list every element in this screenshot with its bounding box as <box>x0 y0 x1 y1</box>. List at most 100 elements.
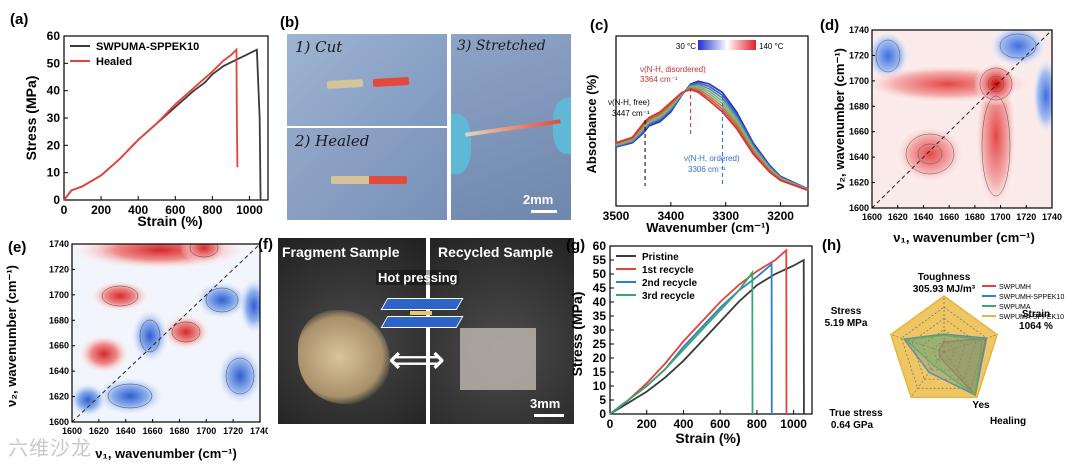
panel-a-label: (a) <box>10 11 28 28</box>
g-legend-label: 1st recycle <box>642 265 694 276</box>
c-frame <box>615 35 809 207</box>
g-ytick-label: 60 <box>593 239 607 253</box>
g-legend-label: 2nd recycle <box>642 278 697 289</box>
a-xtick-label: 800 <box>202 203 222 217</box>
fragment-title: Fragment Sample <box>282 244 400 260</box>
e-ytick-label: 1740 <box>49 239 69 249</box>
panel-c-label: (c) <box>590 17 608 34</box>
panel-h-chart: (h) Toughness 305.93 MJ/m³ Strain 1064 %… <box>822 237 1064 431</box>
colorbar-min: 30 °C <box>676 42 696 51</box>
d-ytick-label: 1660 <box>849 127 869 137</box>
ann-free-value: 3447 cm⁻¹ <box>612 109 650 118</box>
d-ytick-label: 1600 <box>849 203 869 213</box>
h-legend-label: SWPUMH-SPPEK10 <box>999 294 1064 301</box>
a-xtick-label: 600 <box>165 203 185 217</box>
panel-g-label: (g) <box>566 237 585 254</box>
healed-photo: 2) Healed <box>287 128 447 220</box>
d-red-blob <box>894 124 966 184</box>
cut-photo: 1) Cut <box>287 34 447 126</box>
cut-strip-red <box>372 77 410 87</box>
d-red-peak <box>974 62 1018 106</box>
double-arrow-icon: ⟺ <box>388 338 446 382</box>
panel-c-xlabel: Wavenumber (cm⁻¹) <box>646 220 769 234</box>
c-xtick-label: 3300 <box>712 209 739 223</box>
g-xtick-label: 200 <box>637 417 657 431</box>
stretched-strip <box>465 119 561 137</box>
h-series-3 <box>889 295 999 399</box>
recycled-title: Recycled Sample <box>438 244 554 260</box>
stretched-photo: 3) Stretched 2mm <box>451 34 571 220</box>
panel-d-xlabel: ν₁, wavenumber (cm⁻¹) <box>893 230 1035 244</box>
e-ytick-label: 1600 <box>49 417 69 427</box>
axis-stress-max: 5.19 MPa <box>825 318 868 329</box>
h-legend-label: SWPUMA-SPPEK10 <box>999 314 1064 321</box>
e-xtick-label: 1680 <box>169 426 189 436</box>
c-temp-curve-7 <box>615 88 809 192</box>
panel-c-ylabel: Absorbance (%) <box>584 75 599 174</box>
a-legend-label: SWPUMA-SPPEK10 <box>96 41 199 53</box>
axis-toughness-name: Toughness <box>918 272 971 283</box>
g-xtick-label: 1000 <box>780 417 807 431</box>
a-ytick-label: 0 <box>53 193 60 207</box>
e-ytick-label: 1640 <box>49 366 69 376</box>
a-xtick-label: 200 <box>91 203 111 217</box>
axis-stress-name: Stress <box>831 306 862 317</box>
d-xtick-label: 1740 <box>1042 212 1062 222</box>
g-xtick-label: 800 <box>747 417 767 431</box>
ann-ordered-value: 3306 cm⁻¹ <box>688 165 726 174</box>
panel-c-chart: (c) 30 °C 140 °C ν(N-H, disordered) 3364… <box>584 17 809 234</box>
e-xtick-label: 1700 <box>196 426 216 436</box>
axis-healing-max: Yes <box>972 400 990 411</box>
a-legend-label: Healed <box>96 56 132 68</box>
c-temp-curve-6 <box>615 87 809 191</box>
panel-d-chart: (d) 1600 1620 1640 1660 1680 1700 1720 1740 1600… <box>820 17 1062 244</box>
panel-e-ylabel: ν₂, wavenumber (cm⁻¹) <box>4 265 19 407</box>
watermark: 六维沙龙 <box>8 438 92 460</box>
ann-disordered-label: ν(N-H, disordered) <box>640 65 706 74</box>
c-xtick-label: 3500 <box>603 209 630 223</box>
h-legend-label: SWPUMA <box>999 304 1031 311</box>
d-ytick-label: 1640 <box>849 152 869 162</box>
panel-b-label: (b) <box>280 14 300 31</box>
panel-d-label: (d) <box>820 17 839 34</box>
axis-healing-name: Healing <box>990 416 1026 427</box>
colorbar-max: 140 °C <box>759 42 784 51</box>
panel-g-ylabel: Stress (MPa) <box>569 292 585 377</box>
g-xtick-label: 600 <box>710 417 730 431</box>
h-spoke <box>910 351 945 398</box>
e-frame <box>71 243 261 423</box>
h-series-2 <box>904 334 984 397</box>
ann-ordered-label: ν(N-H, ordered) <box>684 154 740 163</box>
healed-strip <box>331 176 407 184</box>
d-ytick-label: 1700 <box>849 76 869 86</box>
d-ytick-label: 1720 <box>849 50 869 60</box>
e-xtick-label: 1600 <box>62 426 82 436</box>
c-xtick-label: 3200 <box>767 209 794 223</box>
scale-label-b: 2mm <box>523 192 554 207</box>
e-xtick-label: 1640 <box>116 426 136 436</box>
d-xtick-label: 1620 <box>888 212 908 222</box>
d-xtick-label: 1700 <box>991 212 1011 222</box>
d-xtick-label: 1640 <box>913 212 933 222</box>
temp-colorbar <box>698 40 756 50</box>
e-ytick-label: 1720 <box>49 264 69 274</box>
a-ytick-label: 60 <box>47 29 61 43</box>
panel-e-chart: (e) 1600 1620 1640 1660 1680 1700 1720 1740 1600… <box>4 239 268 461</box>
a-ytick-label: 40 <box>47 84 61 98</box>
h-grid-ring <box>922 329 966 371</box>
g-ytick-label: 40 <box>593 295 607 309</box>
g-ytick-label: 50 <box>593 267 607 281</box>
d-ytick-label: 1680 <box>849 101 869 111</box>
g-ytick-label: 25 <box>593 337 607 351</box>
g-ytick-label: 45 <box>593 281 607 295</box>
stretched-caption: 3) Stretched <box>457 38 546 54</box>
d-xtick-label: 1660 <box>939 212 959 222</box>
g-ytick-label: 10 <box>593 379 607 393</box>
d-xtick-label: 1680 <box>965 212 985 222</box>
panel-e-xlabel: ν₁, wavenumber (cm⁻¹) <box>95 446 237 461</box>
e-ytick-label: 1700 <box>49 290 69 300</box>
c-temp-curve-4 <box>615 86 809 191</box>
press-plate-bottom <box>380 316 464 328</box>
cut-strip-clear <box>326 79 364 89</box>
g-ytick-label: 15 <box>593 365 607 379</box>
